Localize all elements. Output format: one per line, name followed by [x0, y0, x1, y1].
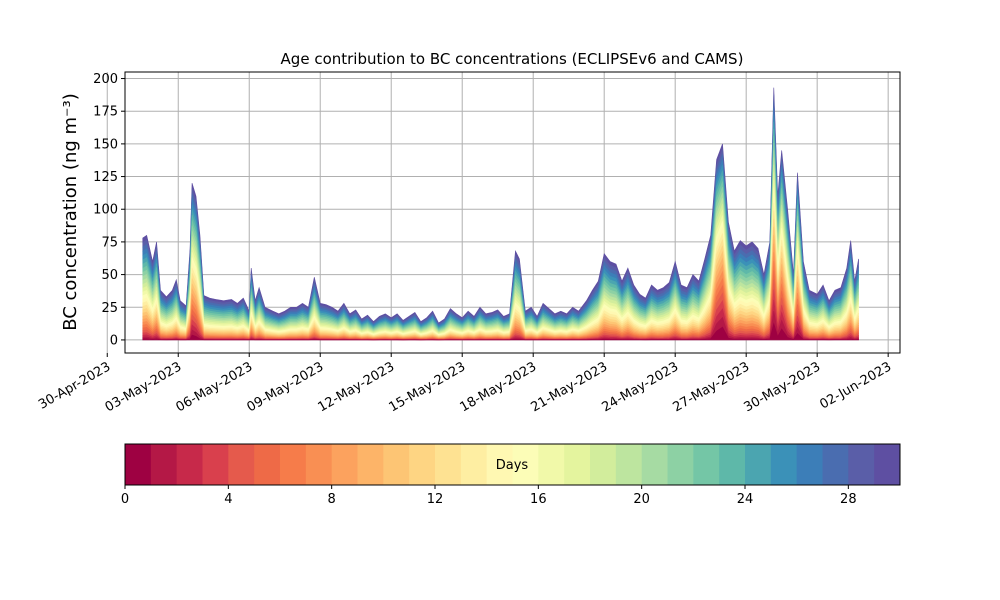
- x-tick-label: 21-May-2023: [529, 359, 611, 415]
- x-tick-label: 15-May-2023: [387, 359, 469, 415]
- colorbar-bin: [848, 444, 875, 485]
- y-tick-label: 100: [93, 203, 118, 218]
- y-tick-label: 125: [93, 170, 118, 185]
- x-tick-label: 30-May-2023: [741, 359, 823, 415]
- colorbar-bin: [125, 444, 152, 485]
- colorbar-axis: 0 4 8 12 16 20 24 28: [121, 485, 857, 507]
- chart-title: Age contribution to BC concentrations (E…: [281, 50, 744, 68]
- colorbar-frame: [124, 443, 901, 486]
- x-tick-label: 06-May-2023: [174, 359, 256, 415]
- plot-frame: [124, 71, 901, 354]
- x-tick-label: 03-May-2023: [103, 359, 185, 415]
- colorbar-bin: [822, 444, 849, 485]
- colorbar-bin: [486, 444, 513, 485]
- colorbar-bin: [435, 444, 462, 485]
- x-tick-label: 02-Jun-2023: [817, 359, 894, 412]
- colorbar-tick-label: 20: [633, 492, 650, 507]
- colorbar-bin: [254, 444, 281, 485]
- y-tick-label: 175: [93, 105, 118, 120]
- colorbar-bin: [615, 444, 643, 485]
- x-tick-label: 18-May-2023: [458, 359, 540, 415]
- colorbar-bin: [357, 444, 384, 485]
- y-tick-label: 75: [101, 235, 118, 250]
- colorbar-tick-label: 4: [224, 492, 232, 507]
- colorbar-bin: [460, 444, 488, 485]
- colorbar-bin: [409, 444, 436, 485]
- colorbar-bin: [176, 444, 203, 485]
- colorbar-bin: [745, 444, 772, 485]
- colorbar-bin: [331, 444, 358, 485]
- x-tick-label: 09-May-2023: [245, 359, 327, 415]
- x-axis: 30-Apr-202303-May-202306-May-202309-May-…: [36, 353, 894, 415]
- colorbar-bin: [719, 444, 746, 485]
- y-tick-label: 200: [93, 72, 118, 87]
- colorbar-bin: [383, 444, 410, 485]
- colorbar-bin: [796, 444, 823, 485]
- colorbar-tick-label: 28: [840, 492, 857, 507]
- colorbar-tick-label: 0: [121, 492, 129, 507]
- colorbar-bin: [305, 444, 333, 485]
- colorbar-bin: [693, 444, 720, 485]
- colorbar-tick-label: 16: [530, 492, 547, 507]
- colorbar-label: Days: [496, 458, 529, 473]
- x-tick-label: 24-May-2023: [600, 359, 682, 415]
- colorbar: [125, 444, 901, 485]
- colorbar-bin: [538, 444, 565, 485]
- colorbar-bin: [667, 444, 694, 485]
- y-tick-label: 150: [93, 137, 118, 152]
- colorbar-bin: [280, 444, 307, 485]
- colorbar-bin: [512, 444, 539, 485]
- colorbar-tick-label: 8: [328, 492, 336, 507]
- colorbar-bin: [564, 444, 591, 485]
- age-band-area: [142, 322, 859, 341]
- x-tick-label: 30-Apr-2023: [36, 359, 113, 412]
- colorbar-bin: [202, 444, 229, 485]
- y-axis: 0 25 50 75 100 125 150 175 200: [93, 72, 125, 348]
- y-tick-label: 25: [101, 301, 118, 316]
- stacked-area-plot: [142, 87, 859, 341]
- colorbar-bin: [770, 444, 798, 485]
- colorbar-tick-label: 24: [737, 492, 754, 507]
- y-tick-label: 50: [101, 268, 118, 283]
- colorbar-tick-label: 12: [427, 492, 444, 507]
- x-tick-label: 12-May-2023: [316, 359, 398, 415]
- y-axis-label: BC concentration (ng m⁻³): [60, 93, 81, 331]
- x-tick-label: 27-May-2023: [671, 359, 753, 415]
- colorbar-bin: [228, 444, 255, 485]
- colorbar-bin: [590, 444, 617, 485]
- colorbar-bin: [874, 444, 901, 485]
- colorbar-bin: [150, 444, 178, 485]
- y-tick-label: 0: [110, 333, 118, 348]
- colorbar-bin: [641, 444, 668, 485]
